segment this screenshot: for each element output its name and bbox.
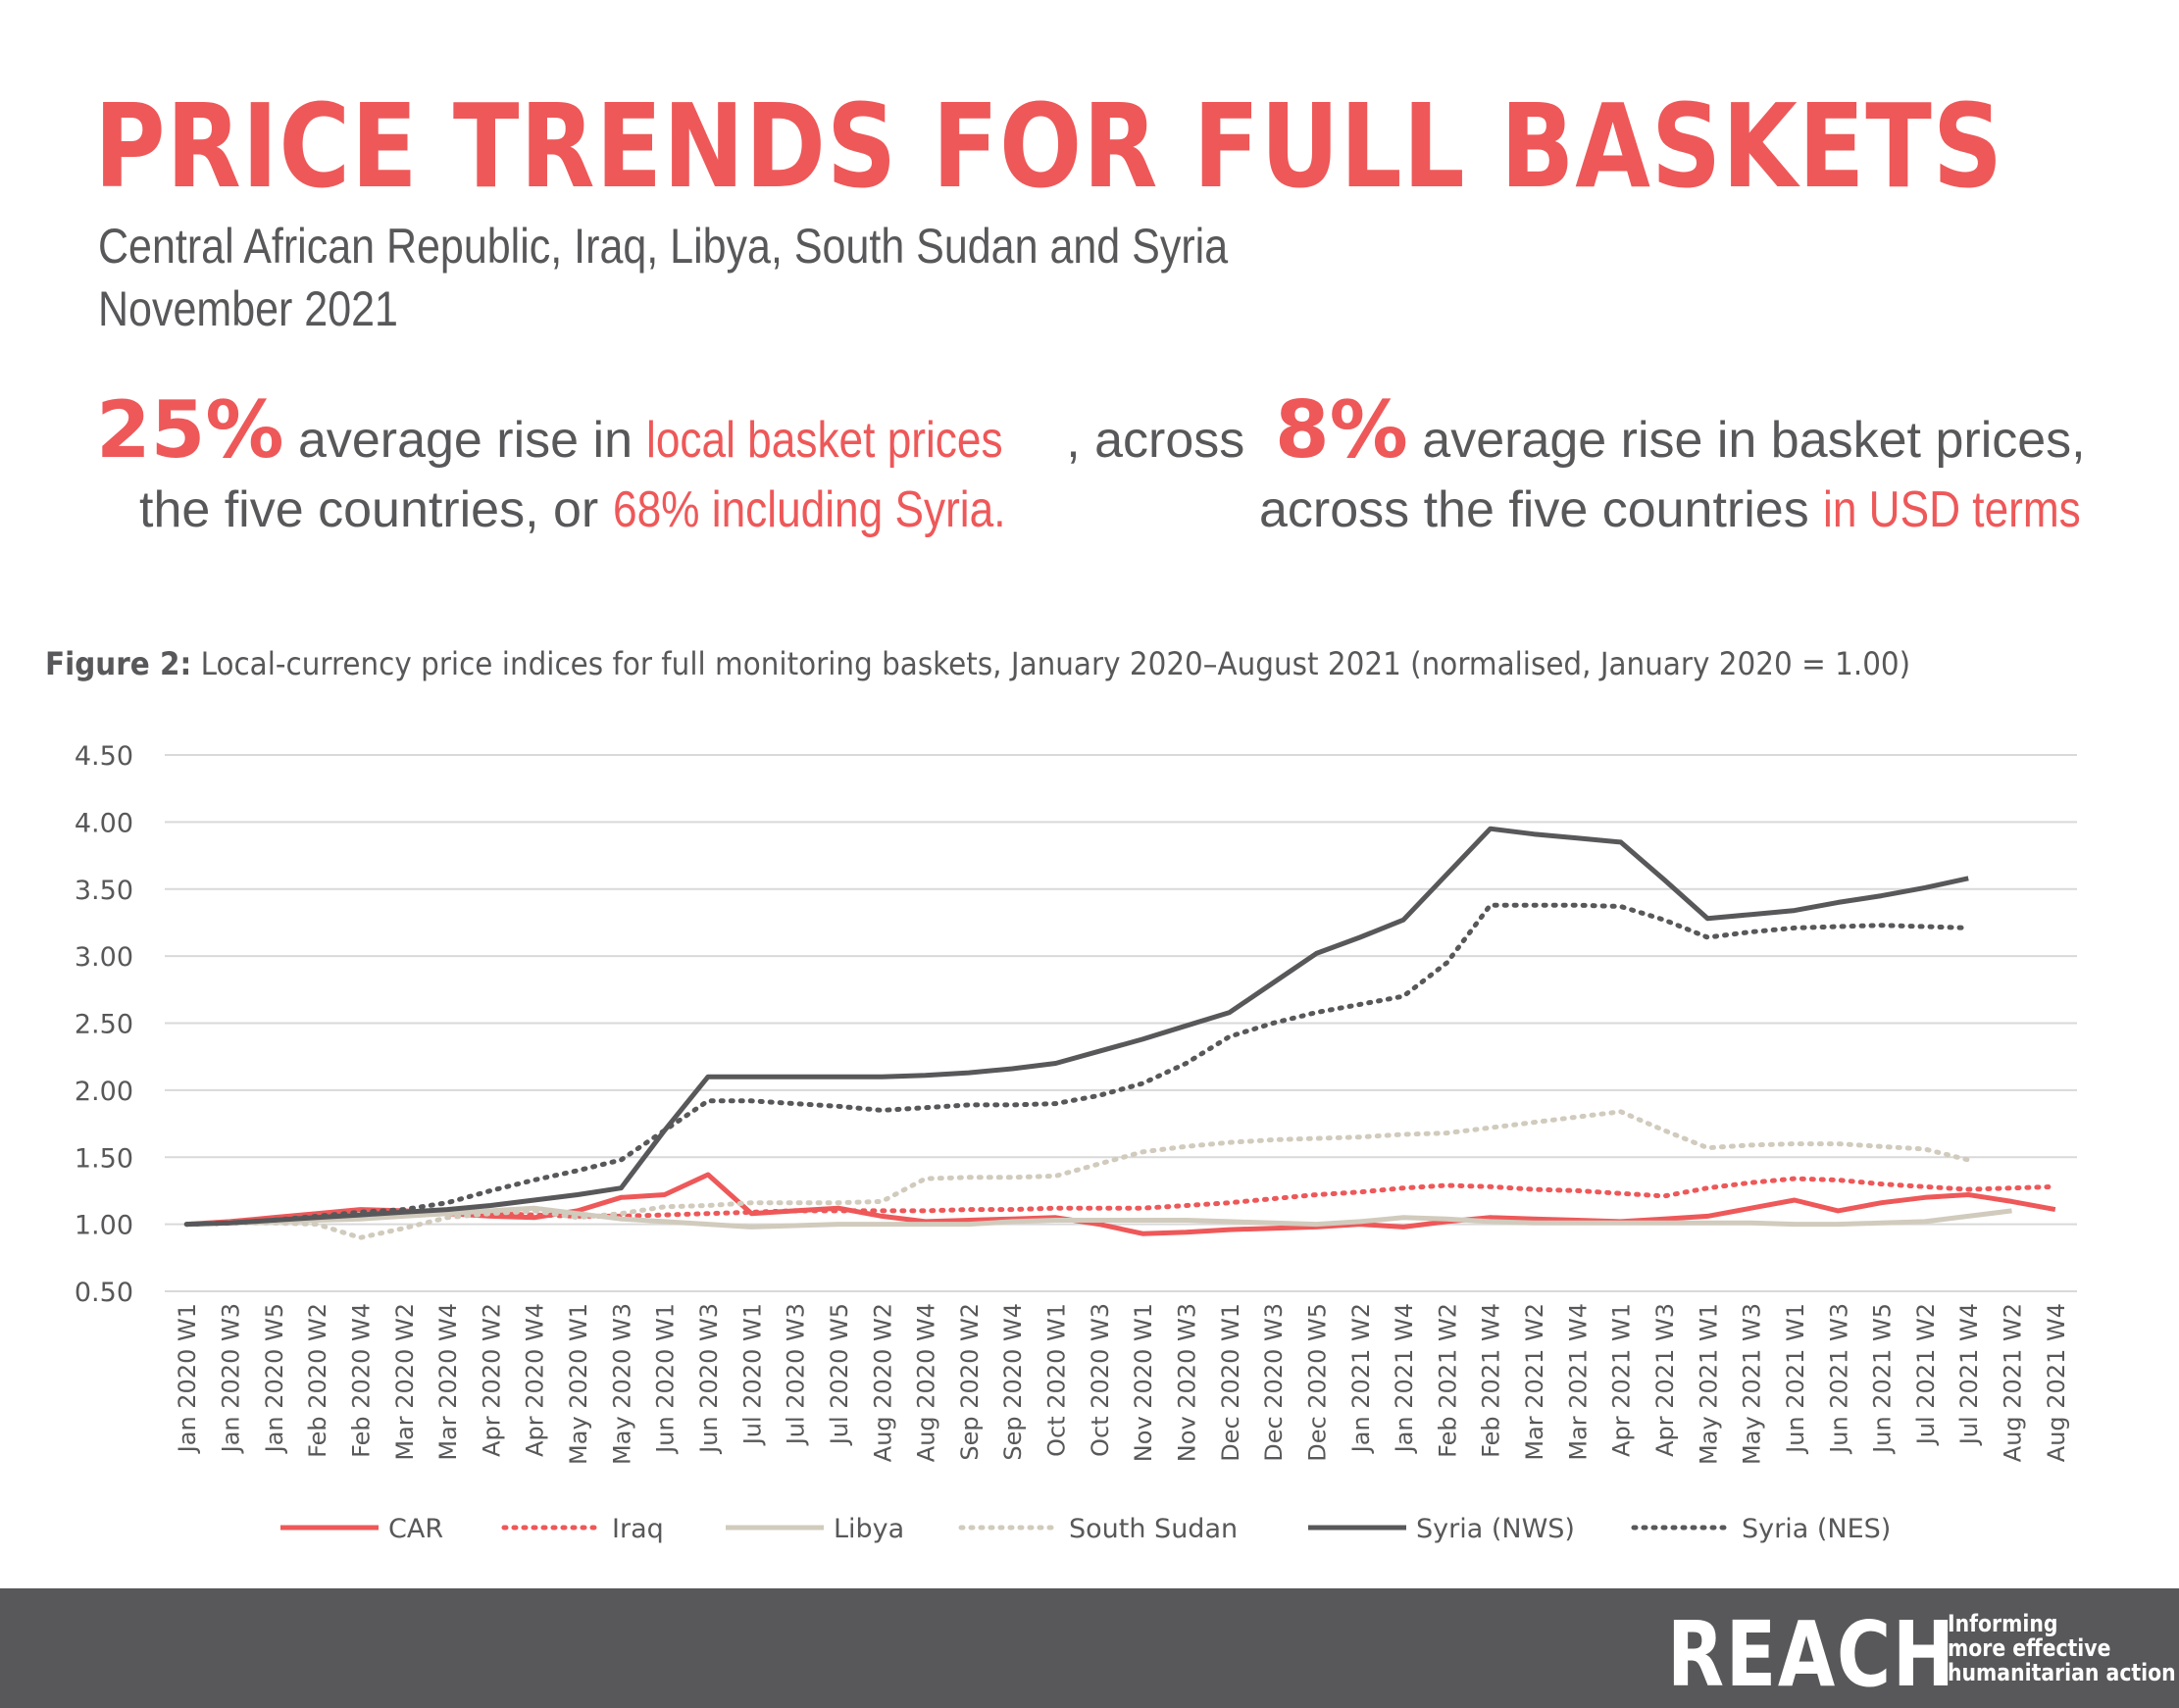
stat-left-highlight2: 68% including Syria. (612, 481, 1006, 538)
legend-label: Syria (NWS) (1416, 1514, 1575, 1544)
x-tick-label: Feb 2021 W2 (1434, 1303, 1461, 1458)
figure-caption: Figure 2: Local-currency price indices f… (45, 645, 1910, 682)
y-tick-label: 1.50 (75, 1143, 133, 1174)
x-tick-label: Jun 2021 W5 (1869, 1303, 1897, 1455)
x-tick-label: Mar 2021 W2 (1521, 1303, 1548, 1461)
tagline-line-1: Informing (1948, 1610, 2058, 1637)
y-tick-label: 2.00 (75, 1077, 133, 1107)
legend-label: CAR (388, 1514, 443, 1544)
x-tick-label: Apr 2021 W3 (1651, 1303, 1679, 1457)
x-tick-label: Oct 2020 W3 (1087, 1303, 1114, 1457)
stat-left-line1: 25% average rise in local basket prices,… (96, 384, 1244, 476)
x-tick-label: Apr 2021 W1 (1608, 1303, 1636, 1457)
x-tick-label: Jun 2021 W3 (1825, 1303, 1852, 1455)
y-tick-label: 0.50 (75, 1278, 133, 1308)
figure-caption-text: Local-currency price indices for full mo… (200, 645, 1911, 682)
x-tick-label: Jan 2020 W1 (174, 1303, 201, 1454)
x-tick-label: Jul 2021 W2 (1912, 1303, 1940, 1446)
stat-left-text2: , across (1066, 412, 1245, 469)
stat-right-text1: average rise in basket prices, (1422, 412, 2086, 469)
y-tick-label: 1.00 (75, 1211, 133, 1241)
x-tick-label: Jun 2021 W1 (1782, 1303, 1809, 1455)
footer-bar: REACH Informing more effective humanitar… (0, 1588, 2179, 1708)
x-tick-label: Aug 2021 W4 (2043, 1303, 2070, 1462)
x-tick-label: Jan 2021 W4 (1391, 1303, 1418, 1454)
x-tick-label: May 2020 W1 (565, 1303, 592, 1465)
legend-label: Syria (NES) (1742, 1514, 1891, 1544)
x-tick-label: Aug 2020 W4 (913, 1303, 940, 1462)
tagline-line-3: humanitarian action (1948, 1659, 2176, 1686)
x-tick-label: Aug 2020 W2 (869, 1303, 896, 1462)
x-tick-label: Dec 2020 W3 (1260, 1303, 1288, 1462)
x-tick-label: Oct 2020 W1 (1043, 1303, 1071, 1457)
x-tick-label: Aug 2021 W2 (2000, 1303, 2027, 1462)
x-tick-label: Feb 2021 W4 (1478, 1303, 1505, 1458)
subtitle-countries: Central African Republic, Iraq, Libya, S… (98, 219, 1229, 274)
y-tick-label: 2.50 (75, 1010, 133, 1040)
x-tick-label: Nov 2020 W3 (1173, 1303, 1200, 1462)
series-line-car (186, 1172, 2056, 1236)
x-tick-label: Jan 2020 W3 (217, 1303, 244, 1454)
subtitle-date: November 2021 (98, 281, 398, 336)
x-tick-label: Jul 2020 W1 (738, 1303, 766, 1446)
series-line-syria-nws- (186, 826, 1969, 1228)
x-tick-label: Jul 2021 W4 (1955, 1303, 1983, 1446)
x-tick-label: Nov 2020 W1 (1130, 1303, 1157, 1462)
x-tick-label: Jun 2020 W3 (695, 1303, 723, 1455)
stat-left-text3: the five countries, or (139, 481, 599, 538)
x-tick-label: Mar 2021 W4 (1564, 1303, 1592, 1461)
y-tick-label: 4.00 (75, 808, 133, 838)
reach-logo: REACH (1667, 1602, 1956, 1707)
x-tick-label: Mar 2020 W4 (434, 1303, 462, 1461)
x-tick-label: Dec 2020 W1 (1217, 1303, 1244, 1462)
x-tick-label: May 2020 W3 (608, 1303, 635, 1465)
x-tick-label: Mar 2020 W2 (391, 1303, 419, 1461)
x-tick-label: Dec 2020 W5 (1303, 1303, 1331, 1462)
stat-right-highlight: in USD terms (1823, 481, 2081, 538)
x-tick-label: Feb 2020 W2 (304, 1303, 331, 1458)
y-tick-label: 3.50 (75, 876, 133, 906)
stat-left-highlight1: local basket prices (646, 412, 1004, 469)
stat-right-value: 8% (1275, 384, 1408, 476)
x-tick-label: Jul 2020 W5 (826, 1303, 853, 1446)
line-chart: 4.50 4.00 3.50 3.00 2.50 2.00 1.50 1.00 0.50 Jan … (75, 741, 2077, 1544)
y-tick-label: 4.50 (75, 741, 133, 772)
series-line-libya (186, 1205, 2012, 1230)
x-tick-label: Sep 2020 W4 (999, 1303, 1027, 1461)
x-tick-label: Feb 2020 W4 (347, 1303, 375, 1458)
legend-label: South Sudan (1069, 1514, 1238, 1544)
stat-left-text1: average rise in (297, 412, 633, 469)
legend-label: Libya (834, 1514, 904, 1544)
x-tick-label: Apr 2020 W4 (522, 1303, 549, 1457)
stat-right-text2: across the five countries (1259, 481, 1809, 538)
page-title: PRICE TRENDS FOR FULL BASKETS (94, 78, 2003, 214)
x-tick-label: Jun 2020 W1 (652, 1303, 680, 1455)
x-tick-label: Jul 2020 W3 (783, 1303, 810, 1446)
stat-right-line1: 8% average rise in basket prices, (1275, 384, 2086, 476)
x-tick-label: Sep 2020 W2 (956, 1303, 984, 1461)
stat-left-line2: the five countries, or 68% including Syr… (139, 480, 1075, 539)
x-tick-label: Jan 2021 W2 (1347, 1303, 1375, 1454)
stat-right-line2: across the five countries in USD terms (1259, 480, 2126, 539)
x-tick-label: Jan 2020 W5 (261, 1303, 288, 1454)
x-tick-label: May 2021 W3 (1739, 1303, 1766, 1465)
series-line-syria-nes- (183, 902, 1971, 1228)
figure-label: Figure 2: (45, 645, 192, 682)
series-line-south-sudan (183, 1109, 1971, 1240)
y-tick-label: 3.00 (75, 942, 133, 973)
x-tick-label: Apr 2020 W2 (478, 1303, 505, 1457)
reach-tagline: Informing more effective humanitarian ac… (1948, 1612, 2176, 1685)
stat-left-value: 25% (96, 384, 284, 476)
legend-label: Iraq (612, 1514, 664, 1544)
tagline-line-2: more effective (1948, 1634, 2111, 1662)
x-tick-label: May 2021 W1 (1695, 1303, 1722, 1465)
